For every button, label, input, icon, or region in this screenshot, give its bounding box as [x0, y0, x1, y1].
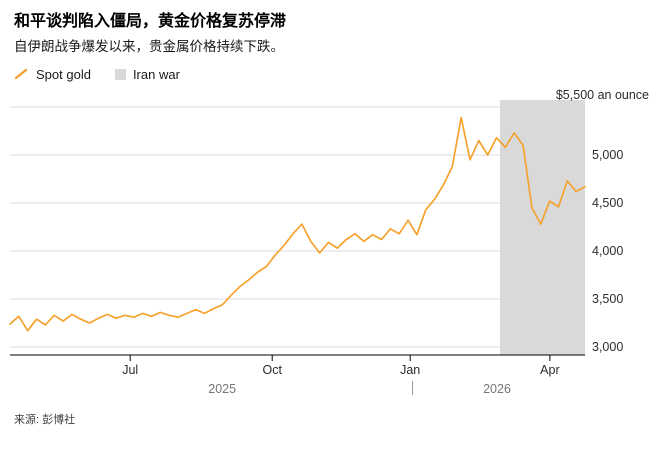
year-label: 2025	[208, 382, 236, 396]
chart-card: 和平谈判陷入僵局，黄金价格复苏停滞 自伊朗战争爆发以来，贵金属价格持续下跌。 S…	[0, 12, 657, 453]
y-tick-label: 5,000	[592, 148, 623, 162]
source-note: 来源: 彭博社	[14, 413, 76, 426]
x-tick-label: Oct	[262, 363, 282, 377]
iran-war-band	[499, 99, 585, 355]
x-tick-label: Jan	[400, 363, 420, 377]
year-label: 2026	[483, 382, 511, 396]
legend-label-iran-war: Iran war	[132, 66, 180, 82]
y-tick-label: 3,500	[592, 292, 623, 306]
legend: Spot gold Iran war	[14, 67, 643, 82]
spot-gold-line	[9, 116, 586, 332]
y-tick-label: 4,500	[592, 196, 623, 210]
y-tick-label: $5,500 an ounce	[556, 88, 649, 102]
legend-label-spot-gold: Spot gold	[36, 66, 91, 82]
line-series-icon	[14, 68, 28, 80]
chart-subtitle: 自伊朗战争爆发以来，贵金属价格持续下跌。	[14, 39, 284, 54]
x-tick-label: Jul	[122, 363, 138, 377]
band-swatch-icon	[114, 68, 126, 80]
gold-price-chart: Jul Oct Jan Apr 3,000 3,500 4,000 4,500 5,000 $5,…	[9, 88, 649, 396]
y-tick-label: 4,000	[592, 244, 623, 258]
x-tick-label: Apr	[540, 363, 559, 377]
page-title: 和平谈判陷入僵局，黄金价格复苏停滞	[14, 13, 287, 30]
legend-item-iran-war: Iran war	[114, 66, 180, 82]
legend-item-spot-gold: Spot gold	[14, 67, 91, 82]
y-tick-label: 3,000	[592, 340, 623, 354]
